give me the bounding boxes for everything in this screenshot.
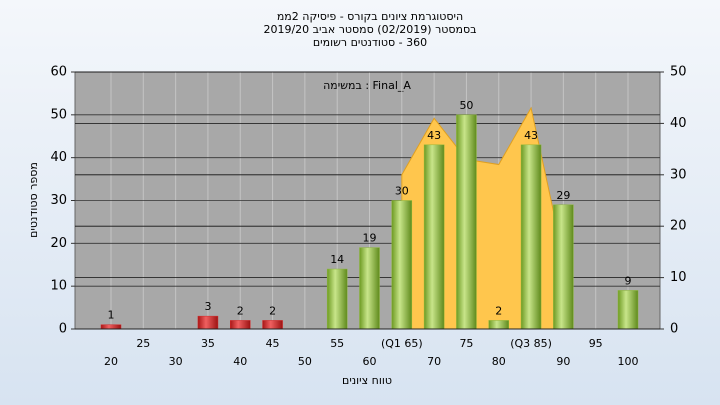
x-tick-label: 40 [233, 355, 247, 368]
y-tick-label: 0 [59, 322, 67, 337]
x-tick-label: 70 [427, 355, 441, 368]
bar [230, 320, 251, 330]
bar [456, 114, 477, 330]
bar [359, 247, 380, 330]
value-label: 2 [495, 304, 502, 317]
value-label: 14 [330, 253, 344, 266]
value-label: 19 [363, 232, 377, 245]
bar [488, 320, 509, 330]
x-tick-label: 95 [589, 337, 603, 350]
value-label: 43 [524, 129, 538, 142]
x-tick-label: 35 [201, 337, 215, 350]
x-tick-label: 80 [492, 355, 506, 368]
y2-tick-label: 0 [670, 322, 678, 337]
x-tick-label: 75 [459, 337, 473, 350]
x-tick-label: 100 [618, 355, 639, 368]
x-tick-label: 50 [298, 355, 312, 368]
y2-tick-label: 30 [670, 167, 687, 182]
y-tick-label: 20 [50, 236, 67, 251]
y-tick-label: 60 [50, 65, 67, 80]
bar [100, 324, 122, 330]
y2-tick-label: 50 [670, 65, 687, 80]
x-axis-label: טווח ציונים [342, 374, 392, 387]
annotation: Final_A : במשימה [323, 79, 411, 92]
value-label: 2 [237, 304, 244, 317]
bar [391, 200, 413, 330]
x-tick-label: 45 [266, 337, 280, 350]
bar [520, 144, 542, 330]
bar [617, 290, 639, 330]
value-label: 3 [204, 300, 211, 313]
value-label: 1 [108, 309, 115, 322]
x-tick-label: (Q1 65) [381, 337, 423, 350]
value-label: 2 [269, 304, 276, 317]
x-tick-label: 25 [136, 337, 150, 350]
chart-subtitle: בסמסטר (02/2019) סמסטר אביב 2019/20 [263, 23, 476, 36]
y-tick-label: 50 [50, 107, 67, 122]
bar [423, 144, 445, 330]
value-label: 50 [459, 99, 473, 112]
y-axis-label: מספר סטודנטים [27, 162, 40, 238]
y-tick-label: 10 [50, 279, 67, 294]
chart-subtitle: 360 - סטודנטים רשומים [313, 36, 427, 49]
y-tick-label: 30 [50, 193, 67, 208]
y-tick-label: 40 [50, 150, 67, 165]
y2-tick-label: 40 [670, 116, 687, 131]
value-label: 29 [556, 189, 570, 202]
y2-tick-label: 20 [670, 219, 687, 234]
value-label: 9 [625, 274, 632, 287]
value-label: 30 [395, 185, 409, 198]
x-tick-label: 90 [556, 355, 570, 368]
chart-title: היסטוגרמת ציונים בקורס - פיסיקה 2ממ [277, 10, 463, 23]
bar [326, 268, 348, 330]
y2-tick-label: 10 [670, 270, 687, 285]
bar [197, 315, 219, 330]
bar [262, 320, 283, 330]
x-tick-label: 20 [104, 355, 118, 368]
x-tick-label: (Q3 85) [510, 337, 552, 350]
x-tick-label: 30 [169, 355, 183, 368]
x-tick-label: 55 [330, 337, 344, 350]
x-tick-label: 60 [363, 355, 377, 368]
value-label: 43 [427, 129, 441, 142]
bar [553, 204, 574, 330]
